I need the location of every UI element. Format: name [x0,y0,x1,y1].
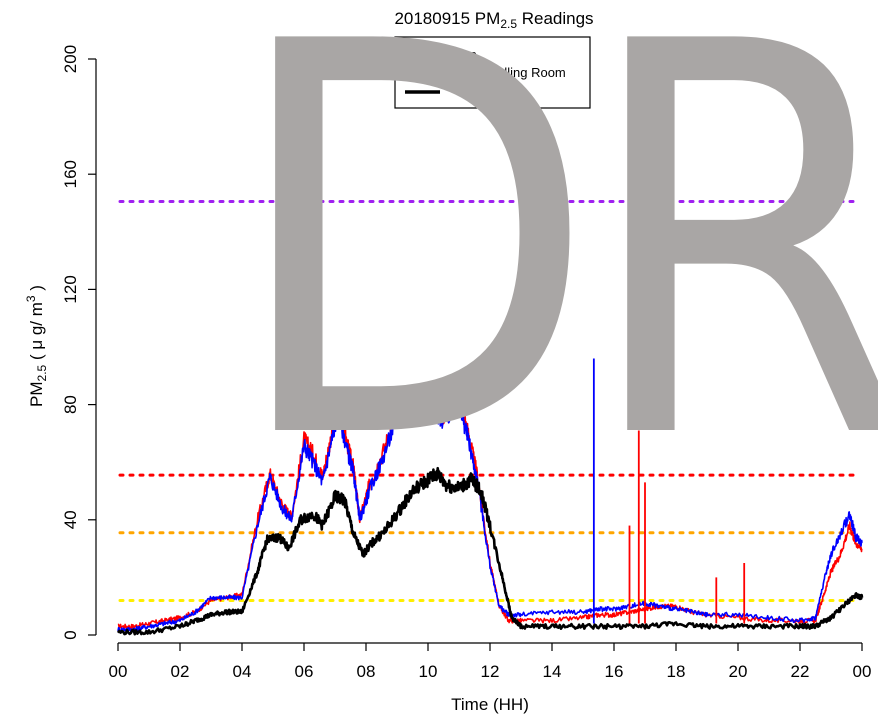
x-tick-label-4: 08 [357,662,376,681]
spike-group [592,358,746,624]
x-tick-label-10: 20 [729,662,748,681]
y-tick-label-5: 200 [61,45,80,73]
y-axis-label-subscript: 2.5 [35,364,49,381]
series-group [116,386,864,636]
chart-title-subscript: 2.5 [500,17,517,31]
x-tick-label-6: 12 [481,662,500,681]
x-axis: 00 02 04 06 08 10 12 14 16 18 20 22 00 [109,642,872,681]
x-tick-label-7: 14 [543,662,562,681]
x-tick-label-12: 00 [853,662,872,681]
y-tick-label-2: 80 [61,395,80,414]
x-tick-label-9: 18 [667,662,686,681]
x-tick-label-5: 10 [419,662,438,681]
chart-title-tail: Readings [517,9,594,28]
y-axis-label-close: ) [27,285,46,295]
x-tick-label-11: 22 [791,662,810,681]
x-tick-label-3: 06 [295,662,314,681]
x-tick-label-1: 02 [171,662,190,681]
series-line-air-handling-room [116,466,864,636]
y-axis: 0 40 80 120 160 200 [61,45,97,640]
x-tick-label-2: 04 [233,662,252,681]
y-axis-label-superscript: 3 [24,295,38,302]
legend: ftop dling Room [394,36,591,109]
y-tick-label-1: 40 [61,510,80,529]
y-tick-label-0: 0 [61,630,80,639]
x-tick-label-8: 16 [605,662,624,681]
chart-title-main: 20180915 PM [394,9,500,28]
y-axis-label-main: PM [27,381,46,407]
chart-title: 20180915 PM2.5 Readings [394,9,593,31]
series-line-blue [117,393,863,633]
y-axis-label-tail: ( μ g/ m [27,302,46,365]
y-axis-label: PM2.5 ( μ g/ m3 ) [24,285,49,407]
x-axis-label: Time (HH) [451,695,529,714]
x-tick-label-0: 00 [109,662,128,681]
legend-label-rooftop: ftop [455,47,477,62]
watermark-text: DR [228,0,878,558]
y-tick-label-4: 160 [61,160,80,188]
legend-label-air-handling-room: dling Room [500,65,566,80]
y-tick-label-3: 120 [61,275,80,303]
